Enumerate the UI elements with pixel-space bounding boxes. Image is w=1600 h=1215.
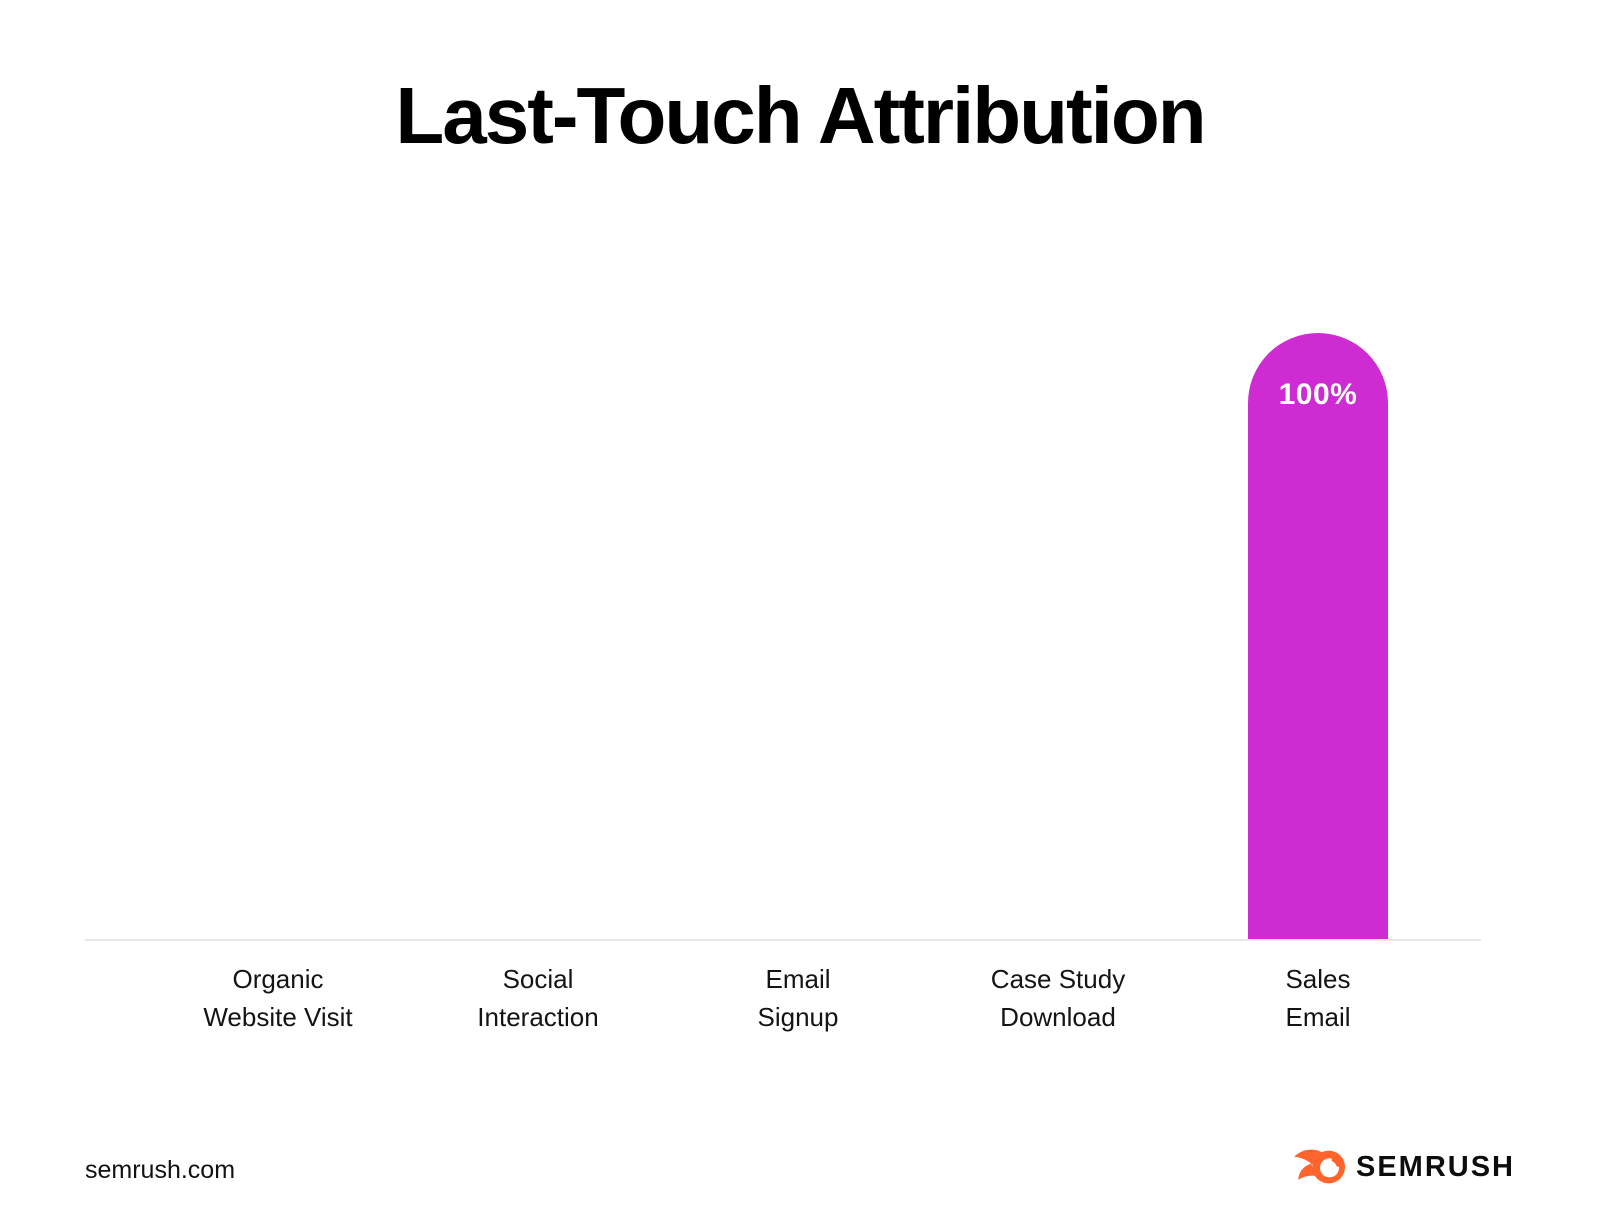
category-label-sales-email: Sales Email (1285, 964, 1351, 1032)
bar-chart-plot-area: 100% (148, 333, 1448, 940)
category-label-organic-website-visit: Organic Website Visit (203, 964, 353, 1032)
bar-column-email-signup (668, 333, 928, 940)
semrush-flame-icon (1294, 1149, 1346, 1184)
semrush-wordmark: SEMRUSH (1355, 1150, 1515, 1183)
x-axis-labels: Organic Website Visit Social Interaction… (148, 960, 1448, 1036)
source-url: semrush.com (85, 1156, 236, 1184)
bar-column-case-study-download (928, 333, 1188, 940)
bar-column-sales-email: 100% (1188, 333, 1448, 940)
chart-title: Last-Touch Attribution (395, 71, 1206, 160)
x-axis-line (85, 939, 1481, 941)
bar-sales-email: 100% (1248, 333, 1388, 940)
bar-value-label: 100% (1278, 378, 1358, 411)
category-label-email-signup: Email Signup (757, 964, 839, 1032)
bar-column-social-interaction (408, 333, 668, 940)
bar-column-organic-website-visit (148, 333, 408, 940)
semrush-logo: SEMRUSH (1294, 1148, 1515, 1186)
category-label-case-study-download: Case Study Download (990, 964, 1126, 1032)
category-label-social-interaction: Social Interaction (477, 964, 599, 1032)
